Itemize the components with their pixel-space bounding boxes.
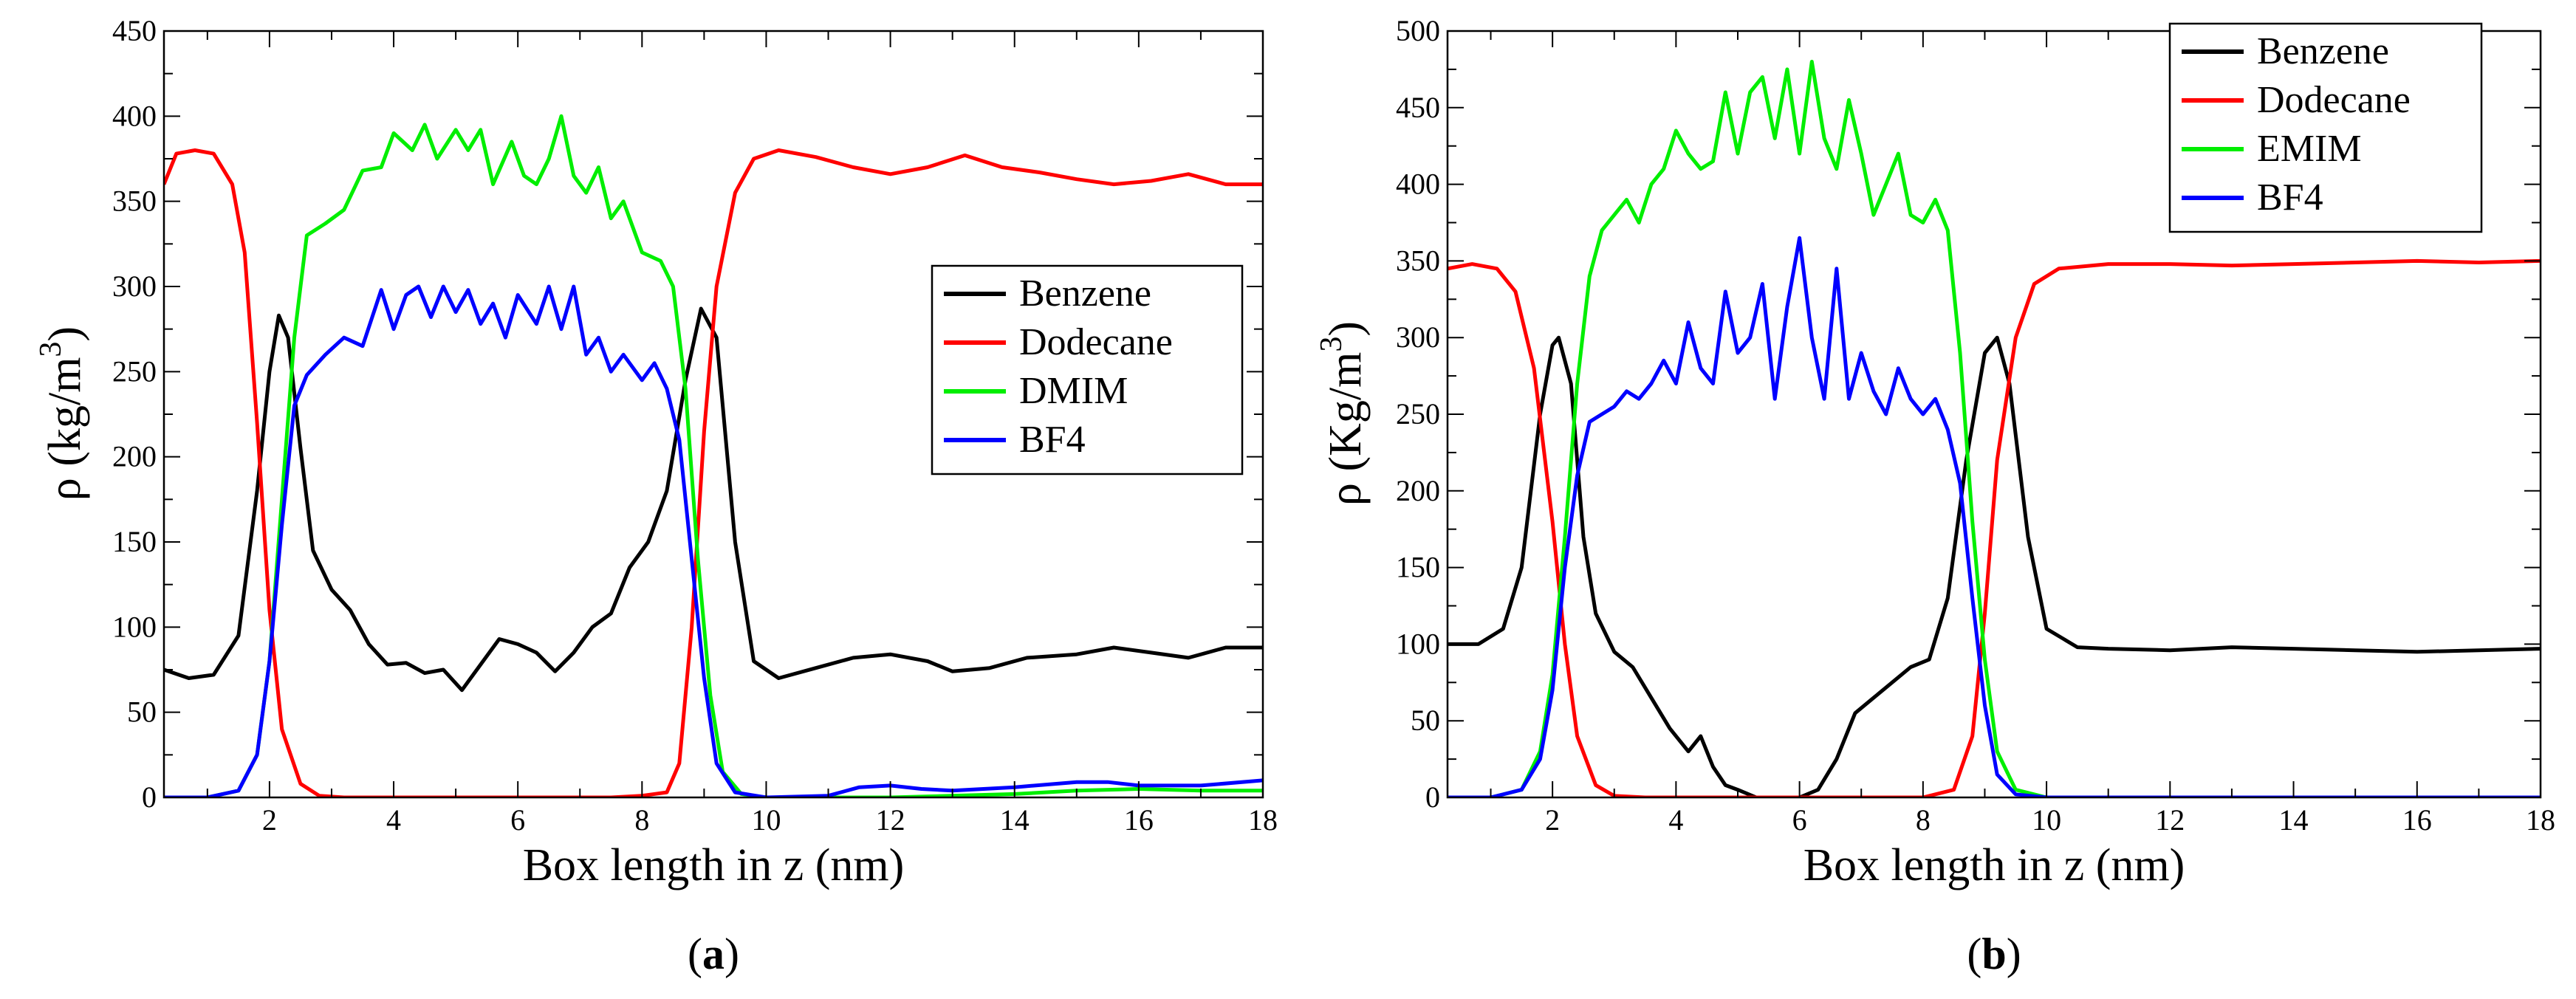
series-line-bf4 [164,284,1263,797]
legend: Benzene Dodecane DMIM BF4 [931,264,1244,476]
x-tick-label: 18 [2526,803,2555,837]
x-tick-label: 14 [1000,803,1030,837]
x-tick-label: 8 [1916,803,1931,837]
x-tick-label: 10 [2032,803,2061,837]
y-tick-label: 300 [112,270,157,303]
x-axis-title: Box length in z (nm) [1803,840,2185,890]
y-tick-label: 100 [1396,627,1440,660]
x-tick-label: 14 [2279,803,2309,837]
y-tick-label: 450 [1396,91,1440,124]
series-line-benzene [164,306,1263,693]
legend-entry-bf4: BF4 [2257,176,2323,219]
x-tick-label: 8 [634,803,649,837]
series-line-dmim [164,114,1263,797]
series-line-dodecane [1448,258,2541,797]
legend-box [931,264,1244,476]
legend-entry-emim: EMIM [2257,128,2362,170]
y-tick-label: 200 [112,440,157,473]
legend: Benzene Dodecane EMIM BF4 [2168,22,2483,233]
y-tick-label: 350 [1396,244,1440,277]
y-axis-title-close: ) [1320,321,1371,337]
chart-panel-a: 2 4 6 8 10 12 14 16 18 0 50 100 150 200 250 300 350 400 45… [34,14,1278,978]
panel-caption: (b) [1967,930,2021,978]
plot-area [1448,60,2541,797]
x-tick-label: 12 [2155,803,2185,837]
y-tick-label: 200 [1396,474,1440,507]
y-axis-title-close: ) [40,326,90,342]
y-tick-label: 50 [127,696,157,729]
y-tick-label: 150 [1396,551,1440,584]
series-line-emim [1448,60,2541,797]
y-tick-label: 250 [1396,397,1440,430]
legend-entry-dodecane: Dodecane [2257,79,2411,121]
x-axis-title: Box length in z (nm) [523,840,905,890]
y-tick-label: 500 [1396,14,1440,47]
x-tick-label: 4 [1668,803,1683,837]
chart-panel-b: 2 4 6 8 10 12 14 16 18 0 50 100 150 200 250 300 350 400 45… [1315,14,2555,978]
y-axis-title-sup: 3 [34,342,68,357]
y-tick-label: 150 [112,525,157,558]
y-tick-label: 350 [112,185,157,218]
y-tick-label: 300 [1396,320,1440,354]
panel-caption-letter: b [1981,930,2006,978]
y-tick-label: 100 [112,610,157,643]
legend-entry-benzene: Benzene [1019,272,1151,315]
y-tick-label: 50 [1411,704,1440,737]
x-tick-label: 16 [2402,803,2432,837]
x-tick-label: 4 [386,803,401,837]
series-line-bf4 [1448,236,2541,797]
legend-entry-dodecane: Dodecane [1019,321,1173,363]
x-tick-label: 2 [262,803,277,837]
x-tick-label: 10 [751,803,781,837]
y-axis-title: ρ (Kg/m3) [1315,321,1371,506]
y-tick-label: 400 [1396,168,1440,201]
y-axis-title-sup: 3 [1315,337,1349,352]
plot-area [164,114,1263,797]
legend-entry-benzene: Benzene [2257,30,2389,72]
panel-caption-letter: a [702,930,724,978]
x-tick-label: 12 [876,803,905,837]
series-line-dodecane [164,148,1263,797]
x-tick-label: 2 [1545,803,1560,837]
panel-caption: (a) [688,930,739,978]
y-tick-label: 250 [112,354,157,388]
y-axis-title-main: ρ (Kg/m [1320,352,1371,506]
x-tick-label: 6 [510,803,525,837]
y-tick-label: 0 [1425,780,1440,814]
series-line-benzene [1448,335,2541,797]
y-axis-title: ρ (kg/m3) [34,326,90,501]
y-axis-title-main: ρ (kg/m [40,357,90,501]
y-tick-label: 450 [112,14,157,47]
legend-entry-bf4: BF4 [1019,419,1086,461]
y-tick-label: 0 [142,780,157,814]
legend-entry-dmim: DMIM [1019,370,1128,412]
x-tick-label: 16 [1124,803,1154,837]
y-tick-label: 400 [112,99,157,132]
x-tick-label: 6 [1792,803,1807,837]
x-tick-label: 18 [1248,803,1278,837]
